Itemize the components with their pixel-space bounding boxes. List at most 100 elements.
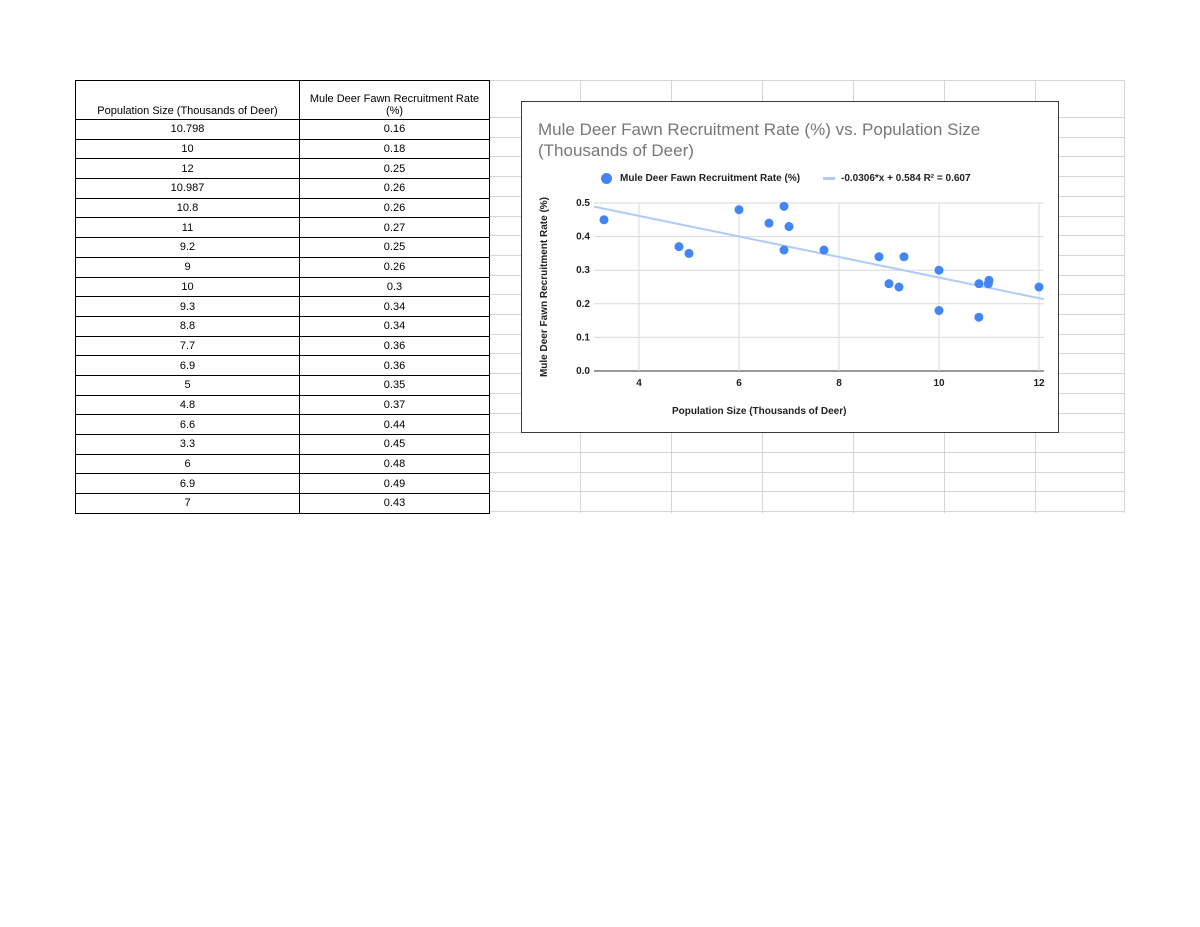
cell-population[interactable]: 7 <box>75 493 300 514</box>
table-row: 9 0.26 <box>75 256 490 278</box>
cell-recruitment-rate[interactable]: 0.44 <box>299 414 490 435</box>
cell-recruitment-rate[interactable]: 0.45 <box>299 434 490 455</box>
table-row: 6 0.48 <box>75 453 490 475</box>
table-row: 3.3 0.45 <box>75 434 490 455</box>
cell-recruitment-rate[interactable]: 0.48 <box>299 453 490 475</box>
x-tick-label: 8 <box>836 378 842 389</box>
table-row: 6.9 0.49 <box>75 473 490 495</box>
cell-population[interactable]: 9.3 <box>75 296 300 317</box>
cell-recruitment-rate[interactable]: 0.18 <box>299 138 490 160</box>
cell-recruitment-rate[interactable]: 0.26 <box>299 197 490 219</box>
data-point <box>894 282 904 292</box>
cell-population[interactable]: 9.2 <box>75 237 300 258</box>
column-header-population[interactable]: Population Size (Thousands of Deer) <box>75 80 300 120</box>
cell-recruitment-rate[interactable]: 0.27 <box>299 217 490 239</box>
table-row: 12 0.25 <box>75 158 490 180</box>
data-point <box>984 275 994 285</box>
table-row: 11 0.27 <box>75 217 490 239</box>
chart-title: Mule Deer Fawn Recruitment Rate (%) vs. … <box>538 120 981 160</box>
cell-population[interactable]: 7.7 <box>75 335 300 357</box>
cell-population[interactable]: 6.9 <box>75 473 300 495</box>
cell-recruitment-rate[interactable]: 0.26 <box>299 256 490 278</box>
grid-line <box>489 491 1125 493</box>
x-axis-label: Population Size (Thousands of Deer) <box>672 406 847 417</box>
cell-population[interactable]: 9 <box>75 256 300 278</box>
x-tick-label: 10 <box>933 378 945 389</box>
table-row: 10.798 0.16 <box>75 119 490 140</box>
cell-recruitment-rate[interactable]: 0.16 <box>299 119 490 140</box>
table-row: 4.8 0.37 <box>75 394 490 416</box>
data-table: Population Size (Thousands of Deer) Mule… <box>75 80 490 514</box>
data-point <box>764 218 774 228</box>
data-point <box>874 252 884 262</box>
grid-line <box>1124 80 1125 513</box>
legend-label-series: Mule Deer Fawn Recruitment Rate (%) <box>620 173 801 184</box>
table-row: 6.9 0.36 <box>75 355 490 376</box>
cell-recruitment-rate[interactable]: 0.25 <box>299 237 490 258</box>
cell-recruitment-rate[interactable]: 0.34 <box>299 315 490 337</box>
cell-population[interactable]: 8.8 <box>75 315 300 337</box>
cell-population[interactable]: 6 <box>75 453 300 475</box>
table-row: 9.2 0.25 <box>75 237 490 258</box>
cell-recruitment-rate[interactable]: 0.37 <box>299 394 490 416</box>
data-point <box>599 215 609 225</box>
cell-population[interactable]: 10 <box>75 138 300 160</box>
table-row: 10 0.18 <box>75 138 490 160</box>
table-row: 8.8 0.34 <box>75 315 490 337</box>
y-tick-label: 0.2 <box>576 299 590 310</box>
x-tick-label: 4 <box>636 378 642 389</box>
cell-population[interactable]: 10.987 <box>75 178 300 199</box>
table-row: 10.987 0.26 <box>75 178 490 199</box>
column-header-recruitment-rate[interactable]: Mule Deer Fawn Recruitment Rate (%) <box>299 80 490 120</box>
cell-population[interactable]: 12 <box>75 158 300 180</box>
trendline <box>593 205 1045 301</box>
table-row: 7.7 0.36 <box>75 335 490 357</box>
table-row: 10.8 0.26 <box>75 197 490 219</box>
data-point <box>934 306 944 316</box>
cell-population[interactable]: 6.9 <box>75 355 300 376</box>
cell-population[interactable]: 10.798 <box>75 119 300 140</box>
x-tick-label: 12 <box>1033 378 1045 389</box>
table-header-row: Population Size (Thousands of Deer) Mule… <box>75 80 490 120</box>
legend-item-trendline[interactable]: -0.0306*x + 0.584 R² = 0.607 <box>823 173 971 184</box>
legend-label-trendline: -0.0306*x + 0.584 R² = 0.607 <box>841 173 971 184</box>
data-point <box>779 245 789 255</box>
cell-population[interactable]: 10.8 <box>75 197 300 219</box>
table-row: 10 0.3 <box>75 276 490 298</box>
cell-recruitment-rate[interactable]: 0.34 <box>299 296 490 317</box>
y-tick-label: 0.3 <box>576 265 590 276</box>
cell-recruitment-rate[interactable]: 0.36 <box>299 355 490 376</box>
cell-population[interactable]: 3.3 <box>75 434 300 455</box>
grid-line <box>489 80 490 513</box>
scatter-chart[interactable]: Mule Deer Fawn Recruitment Rate (%) vs. … <box>521 101 1059 433</box>
cell-population[interactable]: 6.6 <box>75 414 300 435</box>
data-point <box>819 245 829 255</box>
plot-area: 0.0 0.1 0.2 0.3 0.4 0.5 4 6 8 10 12 <box>576 198 1045 389</box>
cell-recruitment-rate[interactable]: 0.49 <box>299 473 490 495</box>
cell-recruitment-rate[interactable]: 0.35 <box>299 374 490 396</box>
cell-recruitment-rate[interactable]: 0.43 <box>299 493 490 514</box>
cell-population[interactable]: 4.8 <box>75 394 300 416</box>
y-tick-label: 0.5 <box>576 198 590 209</box>
data-point <box>684 248 694 258</box>
table-row: 6.6 0.44 <box>75 414 490 435</box>
data-point <box>779 201 789 211</box>
y-tick-label: 0.4 <box>576 232 590 243</box>
cell-population[interactable]: 10 <box>75 276 300 298</box>
cell-population[interactable]: 5 <box>75 374 300 396</box>
data-point <box>734 205 744 215</box>
y-axis-label: Mule Deer Fawn Recruitment Rate (%) <box>539 196 550 378</box>
legend-marker-line <box>823 177 835 180</box>
legend-item-series[interactable]: Mule Deer Fawn Recruitment Rate (%) <box>601 173 800 184</box>
y-tick-label: 0.1 <box>576 332 590 343</box>
cell-recruitment-rate[interactable]: 0.36 <box>299 335 490 357</box>
cell-population[interactable]: 11 <box>75 217 300 239</box>
data-point <box>674 242 684 252</box>
cell-recruitment-rate[interactable]: 0.25 <box>299 158 490 180</box>
cell-recruitment-rate[interactable]: 0.26 <box>299 178 490 199</box>
cell-recruitment-rate[interactable]: 0.3 <box>299 276 490 298</box>
data-point <box>784 222 794 232</box>
grid-line <box>489 80 1125 81</box>
grid-line <box>489 511 1125 512</box>
table-row: 7 0.43 <box>75 493 490 514</box>
